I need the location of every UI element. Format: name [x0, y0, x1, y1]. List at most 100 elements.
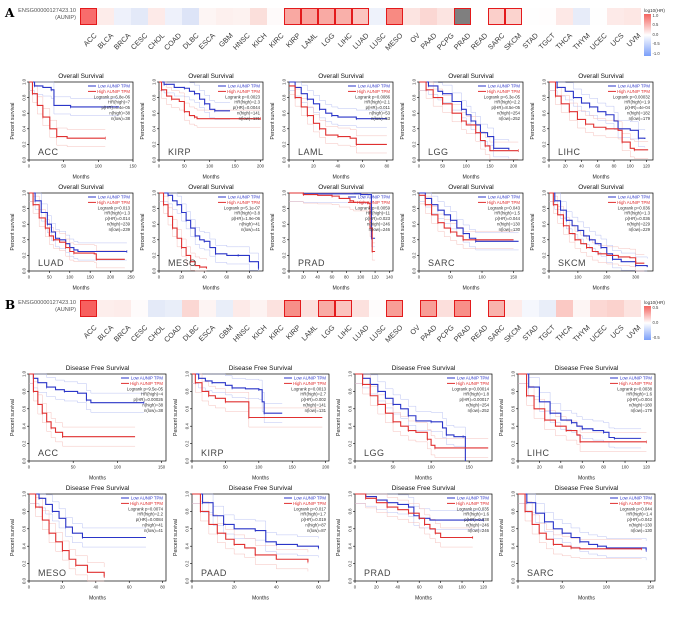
plot-title: Overall Survival: [578, 184, 624, 191]
legend-label: Low AUNIP TPM: [618, 84, 651, 89]
y-tick-label: 1.0: [542, 78, 547, 85]
x-tick-label: 80: [247, 275, 252, 280]
y-tick-label: 0.2: [22, 440, 27, 447]
cancer-type-label: THYM: [570, 31, 592, 52]
heatmap-cell-kich: [250, 300, 267, 317]
cancer-type-label: DLBC: [180, 323, 201, 343]
legend-label: Low AUNIP TPM: [620, 376, 653, 381]
cancer-type-label: ESCA: [197, 323, 218, 344]
colorbar-tick-label: 0.0: [652, 319, 659, 325]
x-axis-label: Months: [252, 596, 269, 602]
y-tick-label: 0.0: [412, 156, 417, 163]
high-ci-curve: [29, 493, 105, 568]
legend-stat: Logrank p=0.0013: [291, 386, 326, 391]
y-tick-label: 0.4: [412, 125, 417, 132]
y-tick-label: 0.6: [22, 110, 27, 117]
y-tick-label: 1.0: [22, 189, 27, 196]
x-tick-label: 0: [28, 164, 31, 169]
cancer-type-label: PAAD: [418, 323, 439, 343]
heatmap-cell-luad: [352, 300, 369, 317]
x-tick-label: 50: [391, 465, 396, 470]
legend-label: High AUNIP TPM: [227, 89, 260, 94]
cancer-type-label: KIRP: [284, 31, 303, 50]
y-tick-label: 0.0: [185, 457, 190, 464]
km-plot-kirp: Overall Survival Percent survival Months 0.…: [140, 73, 265, 181]
legend-stat: n(low)=239: [109, 227, 131, 232]
high-ci-curve: [549, 90, 649, 159]
x-tick-label: 20: [301, 275, 306, 280]
heatmap-cell-lusc: [369, 8, 386, 25]
low-ci-curve: [419, 81, 510, 142]
panel-b: B ENSG00000127423.10 (AUNIP) ACC BLCA BRCA CES…: [0, 292, 677, 602]
x-tick-label: 150: [510, 275, 518, 280]
y-tick-label: 0.8: [22, 508, 27, 515]
legend-stat: n(low)=246: [468, 528, 490, 533]
legend-label: High AUNIP TPM: [357, 200, 390, 205]
cancer-type-label: THYM: [570, 323, 592, 344]
legend-stat: p(HR)=0.014: [105, 216, 130, 221]
x-tick-label: 80: [160, 585, 165, 590]
x-axis-label: Months: [89, 596, 106, 602]
cancer-type-label: BRCA: [111, 323, 133, 344]
high-ci-curve: [192, 373, 323, 409]
legend-stat: HR(high)=2.2: [137, 512, 163, 517]
cancer-type-label: LGG: [319, 31, 337, 49]
high-curve: [419, 81, 519, 152]
y-tick-label: 0.8: [185, 508, 190, 515]
legend-label: Low AUNIP TPM: [358, 195, 391, 200]
plot-frame: [28, 81, 134, 161]
heatmap-cell-esca: [199, 8, 216, 25]
legend-stat: HR(high)=1.7: [300, 512, 326, 517]
y-axis-label: Percent survival: [173, 399, 179, 436]
legend-stat: p(HR)=0.023: [365, 216, 390, 221]
km-plot-row: Overall Survival Percent survival Months 0.…: [0, 181, 677, 292]
legend-label: Low AUNIP TPM: [98, 84, 131, 89]
heatmap-cell-pcpg: [437, 8, 454, 25]
heatmap-cell-tgct: [539, 300, 556, 317]
x-tick-label: 200: [107, 275, 115, 280]
x-tick-label: 0: [288, 275, 291, 280]
legend-stat: n(low)=252: [468, 408, 490, 413]
high-curve: [549, 192, 645, 264]
plot-frame: [418, 192, 524, 272]
y-tick-label: 1.0: [22, 370, 27, 377]
legend-stat: HR(high)=1.4: [626, 512, 652, 517]
legend-stat: n(high)=38: [142, 403, 163, 408]
legend-stat: n(low)=252: [499, 116, 521, 121]
plot-frame: [517, 373, 656, 462]
legend-stat: HR(high)=1.8: [463, 392, 489, 397]
x-tick-label: 200: [510, 164, 518, 169]
x-tick-label: 40: [274, 585, 279, 590]
x-axis-label: Months: [578, 476, 595, 482]
cancer-type-label: UCEC: [587, 323, 609, 344]
cancer-name-label: MESO: [38, 568, 67, 578]
legend-label: Low AUNIP TPM: [488, 195, 521, 200]
y-tick-label: 0.2: [511, 440, 516, 447]
high-ci-curve: [192, 383, 323, 428]
legend-stat: Logrank p=0.013: [98, 205, 131, 210]
km-plot-paad: Disease Free Survival Percent survival Mon…: [173, 485, 330, 602]
y-tick-label: 0.8: [152, 94, 157, 101]
y-tick-label: 0.8: [22, 388, 27, 395]
x-tick-label: 40: [315, 275, 320, 280]
legend-stat: HR(high)=1.5: [494, 211, 520, 216]
gene-symbol: (AUNIP): [55, 306, 76, 313]
legend-stat: n(low)=87: [307, 528, 327, 533]
legend-stat: n(low)=38: [111, 116, 131, 121]
heatmap-cell-dlbc: [182, 8, 199, 25]
y-tick-label: 0.6: [511, 405, 516, 412]
plot-title: Disease Free Survival: [392, 365, 456, 372]
legend-stat: Logrank p=0.0038: [617, 386, 652, 391]
x-tick-label: 150: [232, 164, 240, 169]
heatmap-cell-meso: [386, 300, 403, 317]
high-ci-curve: [419, 203, 514, 249]
y-tick-label: 0.8: [185, 388, 190, 395]
y-tick-label: 0.4: [282, 236, 287, 243]
y-axis-label: Percent survival: [10, 399, 16, 436]
legend-label: High AUNIP TPM: [619, 381, 652, 386]
x-tick-label: 0: [354, 465, 357, 470]
x-axis-label: Months: [462, 286, 479, 292]
legend-label: Low AUNIP TPM: [131, 376, 164, 381]
km-plot-row: Overall Survival Percent survival Months 0.…: [0, 70, 677, 181]
cancer-type-label: UVM: [624, 31, 643, 49]
